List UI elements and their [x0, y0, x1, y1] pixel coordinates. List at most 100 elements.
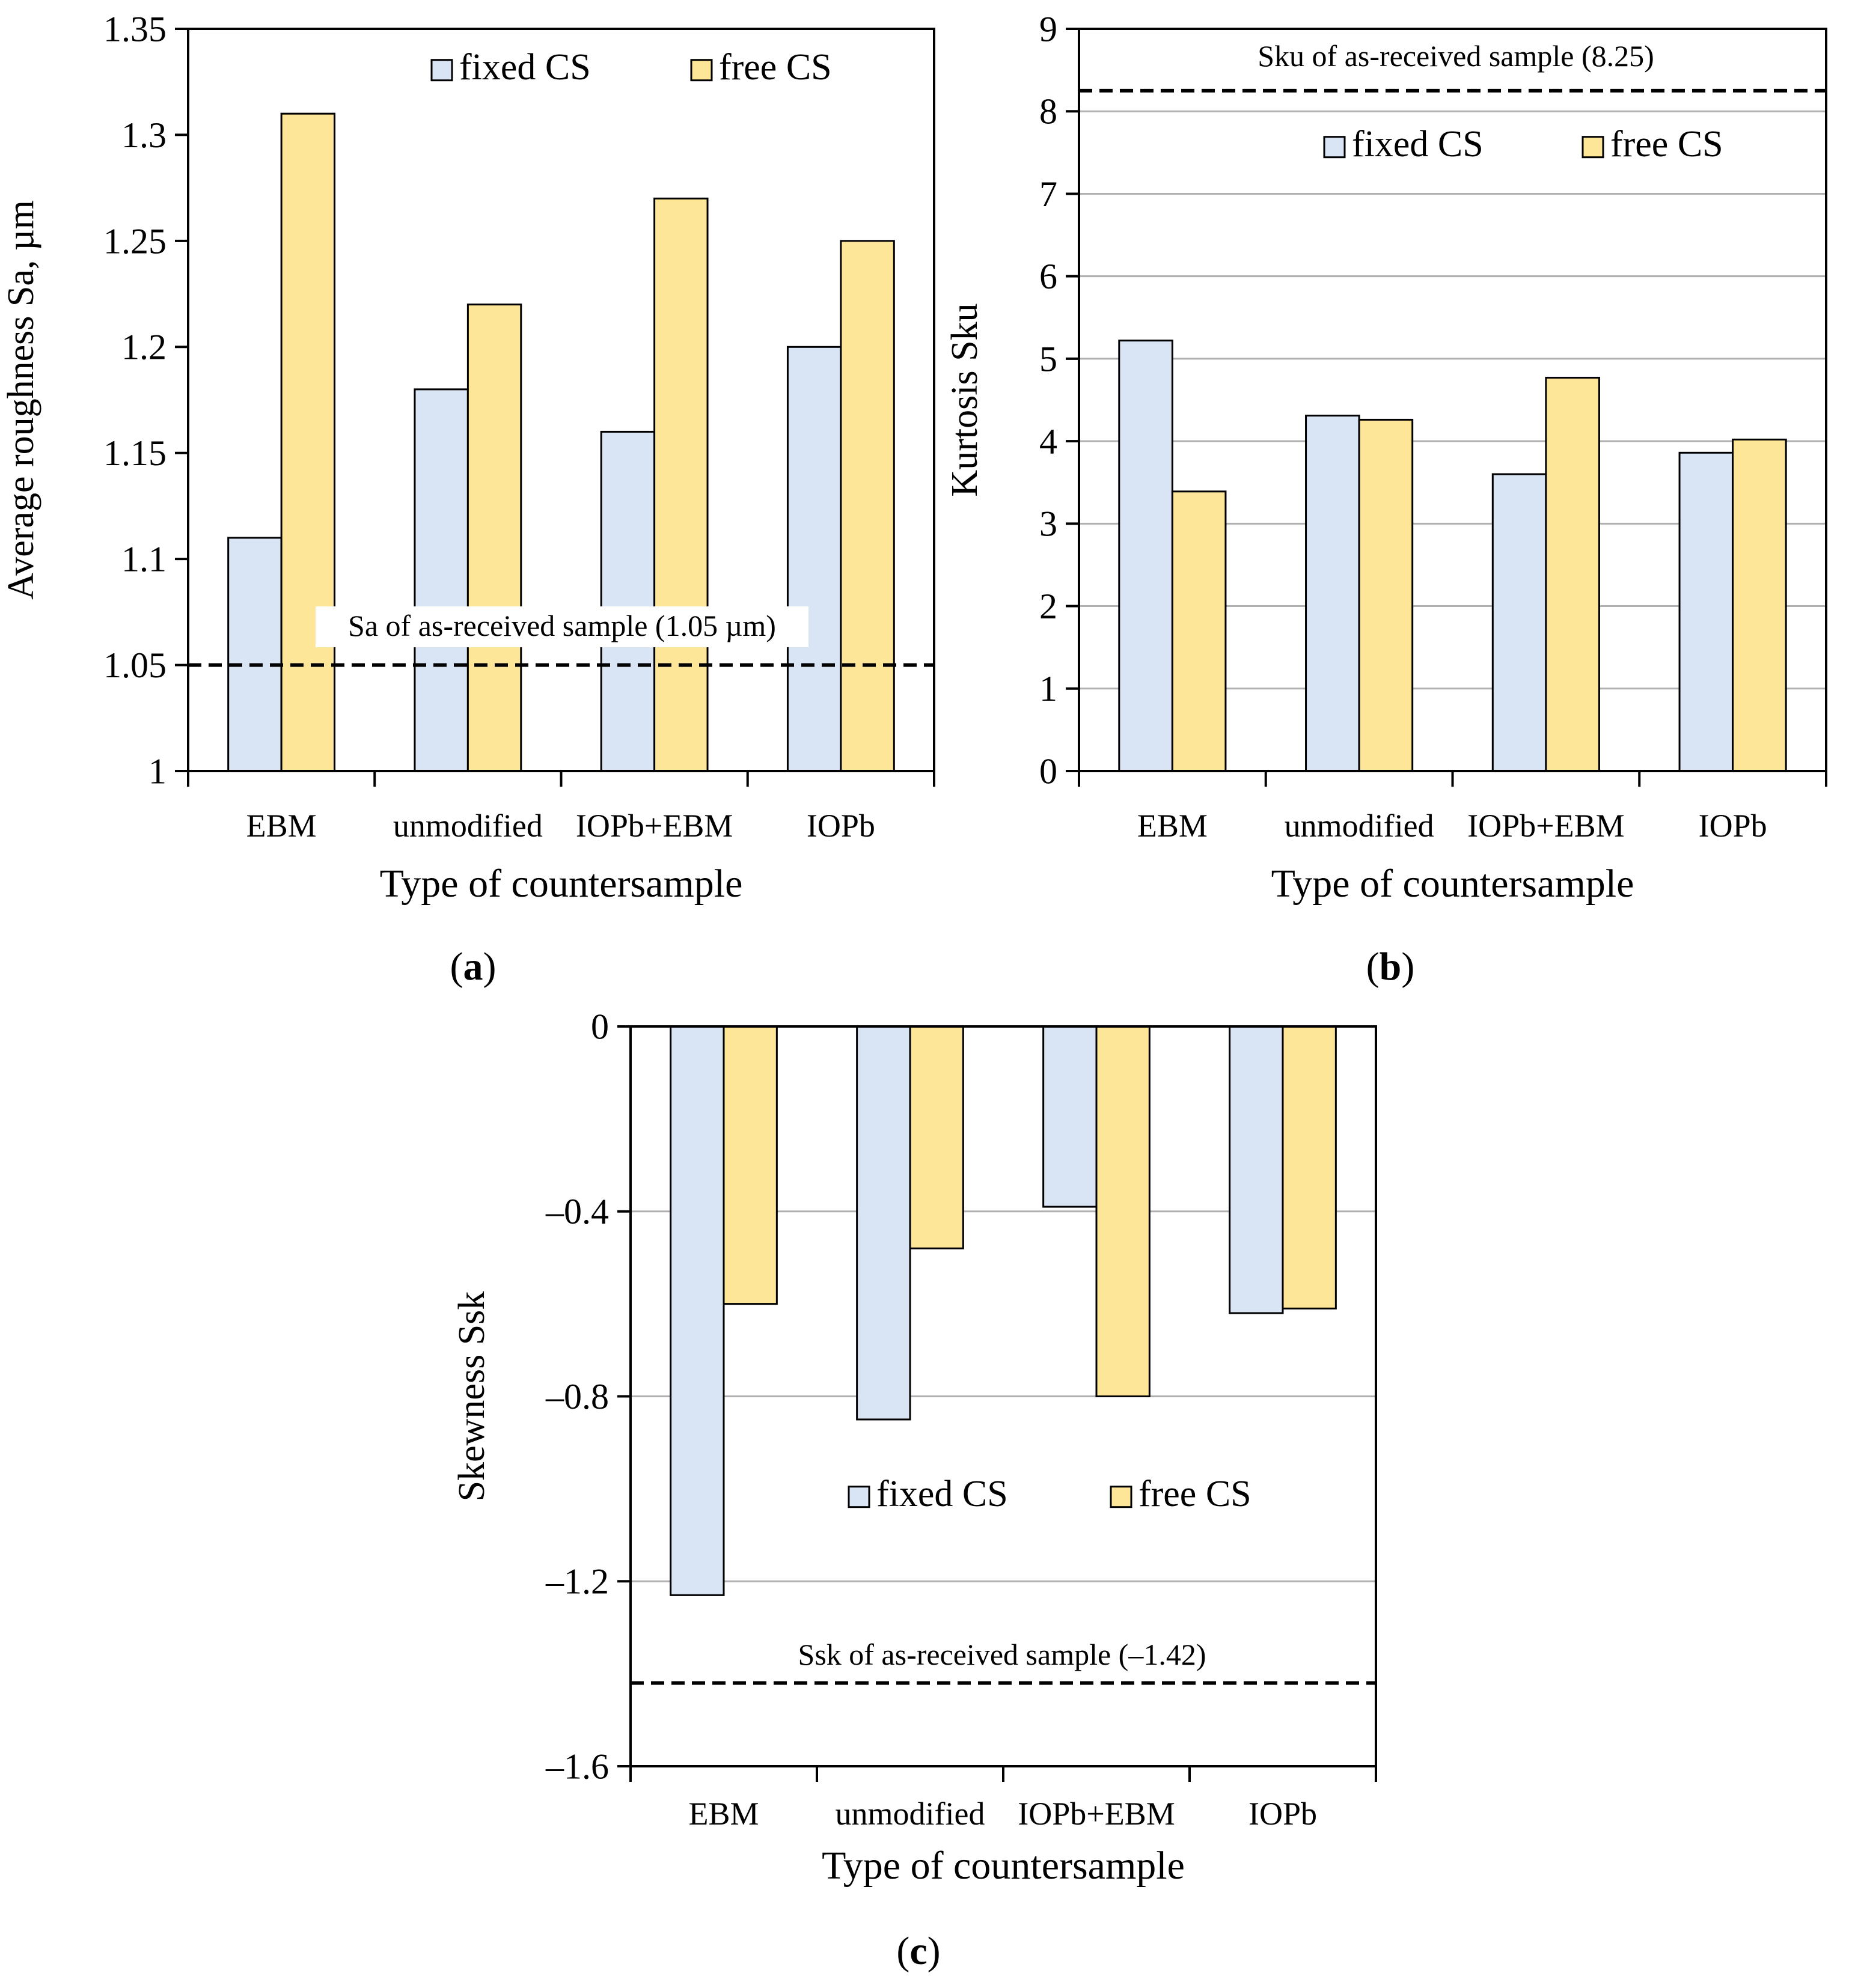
bar-free-iopb-ebm [1545, 376, 1600, 772]
bar-fixed-iopb-ebm [600, 430, 656, 772]
bar-free-unmodified [1358, 418, 1414, 772]
x-tick-label: EBM [1137, 808, 1208, 844]
panel-label-open: ( [1366, 945, 1380, 989]
x-tick-label: unmodified [393, 808, 543, 844]
bar-fixed-iopb [1678, 451, 1734, 772]
panel-label-open: ( [450, 945, 463, 989]
x-tick-label: IOPb [1699, 808, 1767, 844]
x-tick-label: EBM [688, 1796, 759, 1832]
y-tick-label: 4 [1039, 422, 1057, 462]
panel-label-letter: c [909, 1929, 927, 1973]
x-tick-label: IOPb+EBM [576, 808, 733, 844]
x-tick-label: EBM [246, 808, 317, 844]
bar-free-iopb-ebm [1095, 1025, 1151, 1397]
legend-label-free: free CS [719, 47, 832, 88]
panel-label-close: ) [927, 1929, 941, 1973]
y-tick-label: 0 [591, 1007, 609, 1046]
bar-fixed-ebm [1118, 340, 1173, 772]
bar-free-iopb [1732, 438, 1787, 772]
legend-swatch-free [1581, 136, 1604, 159]
x-tick-label: unmodified [836, 1796, 985, 1832]
y-tick-label: 1 [1039, 669, 1057, 709]
legend: fixed CS free CS [430, 47, 832, 88]
bar-free-iopb-ebm [653, 197, 709, 772]
chart-panel-c: EBM unmodified IOPb+EBM IOPb 0 ‒0.4 ‒0.8 ‒1.2 ‒1… [451, 1007, 1377, 1973]
panel-label-letter: a [463, 945, 483, 989]
x-axis-title: Type of countersample [380, 862, 743, 906]
panel-label: (b) [1366, 945, 1415, 989]
y-tick-label: 1.35 [103, 9, 167, 49]
y-tick-label: 1.3 [121, 115, 167, 155]
bar-free-ebm [723, 1025, 778, 1305]
reference-line-label: Sku of as-received sample (8.25) [1258, 39, 1654, 73]
panel-label-open: ( [896, 1929, 909, 1973]
legend-swatch-free [1110, 1486, 1132, 1508]
x-tick-label: IOPb+EBM [1018, 1796, 1175, 1832]
panel-label: (c) [896, 1929, 940, 1973]
panel-label-letter: b [1380, 945, 1402, 989]
y-tick-label: ‒0.4 [545, 1192, 609, 1231]
x-axis-title: Type of countersample [822, 1844, 1185, 1888]
bar-fixed-unmodified [414, 388, 469, 772]
x-tick-label: IOPb [1248, 1796, 1317, 1832]
bar-fixed-iopb-ebm [1042, 1025, 1098, 1208]
y-tick-label: 7 [1039, 174, 1057, 214]
y-axis-title: Skewness Ssk [451, 1291, 492, 1502]
bar-fixed-unmodified [1305, 415, 1360, 772]
legend-label-fixed: fixed CS [1352, 124, 1484, 165]
x-tick-label: IOPb [807, 808, 875, 844]
bar-free-ebm [280, 112, 336, 772]
x-tick-label: unmodified [1285, 808, 1434, 844]
legend-swatch-free [690, 59, 713, 82]
x-tick-label: IOPb+EBM [1467, 808, 1624, 844]
legend-label-fixed: fixed CS [459, 47, 591, 88]
legend-swatch-fixed [1323, 136, 1346, 159]
y-tick-label: 1.1 [121, 540, 167, 579]
panel-label: (a) [450, 945, 497, 989]
y-tick-label: 2 [1039, 587, 1057, 626]
bar-fixed-ebm [227, 537, 283, 772]
y-axis-title: Kurtosis Sku [944, 303, 985, 496]
y-tick-label: 8 [1039, 92, 1057, 132]
y-tick-label: ‒1.6 [545, 1746, 609, 1786]
panel-label-close: ) [483, 945, 497, 989]
y-tick-label: 6 [1039, 257, 1057, 296]
y-tick-label: 3 [1039, 504, 1057, 544]
bar-free-iopb [840, 240, 895, 772]
y-tick-label: ‒1.2 [545, 1562, 609, 1602]
bar-free-unmodified [466, 303, 522, 772]
y-tick-label: 9 [1039, 9, 1057, 49]
bar-free-unmodified [909, 1025, 964, 1249]
y-tick-label: ‒0.8 [545, 1377, 609, 1416]
y-tick-label: 0 [1039, 751, 1057, 791]
bar-fixed-iopb [786, 346, 842, 772]
reference-line-label: Ssk of as-received sample (‒1.42) [798, 1638, 1206, 1671]
x-axis-title: Type of countersample [1271, 862, 1634, 906]
y-tick-label: 1.05 [103, 645, 167, 685]
legend-swatch-fixed [430, 59, 453, 82]
reference-line-label: Sa of as-received sample (1.05 µm) [348, 609, 776, 642]
y-tick-label: 1.15 [103, 433, 167, 473]
legend: fixed CS free CS [848, 1474, 1251, 1514]
legend-label-free: free CS [1138, 1474, 1251, 1514]
bar-free-ebm [1171, 490, 1227, 772]
reference-label-background [316, 606, 808, 648]
y-tick-label: 5 [1039, 339, 1057, 379]
y-tick-label: 1 [148, 751, 167, 791]
legend: fixed CS free CS [1323, 124, 1723, 165]
y-axis-title: Average roughness Sa, µm [1, 200, 41, 600]
bar-fixed-unmodified [856, 1025, 911, 1421]
legend-label-fixed: fixed CS [876, 1474, 1008, 1514]
bar-fixed-ebm [670, 1025, 725, 1596]
bar-fixed-iopb [1229, 1025, 1284, 1314]
chart-panel-b: EBM unmodified IOPb+EBM IOPb 0 1 2 3 4 5 6 7 8 9 Sku o… [944, 9, 1827, 989]
panel-label-close: ) [1401, 945, 1414, 989]
y-tick-label: 1.25 [103, 221, 167, 261]
bar-fixed-iopb-ebm [1491, 473, 1547, 772]
y-tick-label: 1.2 [121, 328, 167, 367]
chart-panel-a: EBM unmodified IOPb+EBM IOPb 1 1.05 1.1 1.15 1.2… [1, 9, 935, 989]
bar-free-iopb [1282, 1025, 1337, 1310]
legend-label-free: free CS [1610, 124, 1723, 165]
legend-swatch-fixed [848, 1486, 870, 1508]
